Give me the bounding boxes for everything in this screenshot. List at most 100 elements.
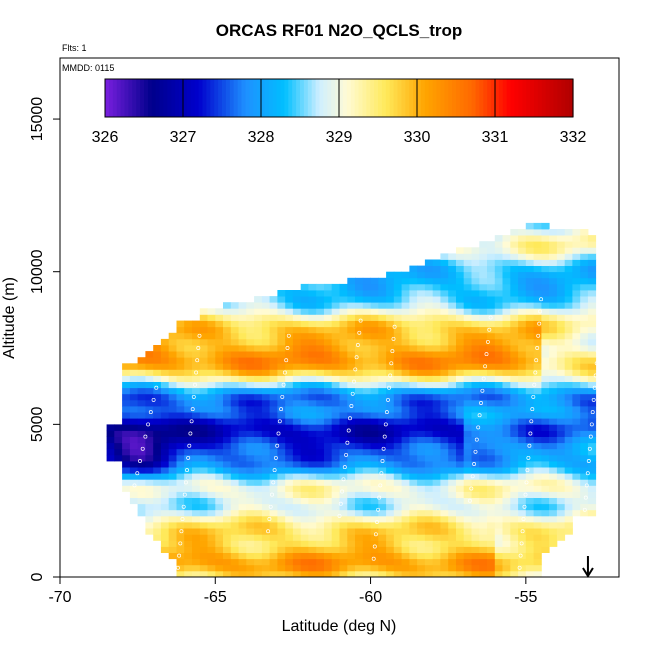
heatmap-cell <box>479 314 488 321</box>
heatmap-cell <box>409 345 418 352</box>
heatmap-cell <box>409 515 418 523</box>
heatmap-cell <box>424 491 434 498</box>
heatmap-cell <box>564 430 573 437</box>
heatmap-cell <box>347 363 356 370</box>
heatmap-cell <box>347 503 356 511</box>
heatmap-cell <box>215 406 224 413</box>
heatmap-cell <box>401 497 410 505</box>
heatmap-cell <box>254 430 263 437</box>
flight-point <box>181 504 186 509</box>
heatmap-cell <box>587 241 597 248</box>
heatmap-cell <box>556 229 566 236</box>
heatmap-cell <box>300 314 309 321</box>
heatmap-cell <box>572 326 581 334</box>
heatmap-cell <box>549 491 558 498</box>
heatmap-cell <box>339 503 348 511</box>
heatmap-cell <box>456 515 465 523</box>
heatmap-cell <box>432 497 441 505</box>
heatmap-cell <box>370 302 379 309</box>
heatmap-cell <box>556 436 566 444</box>
heatmap-cell <box>230 491 239 498</box>
heatmap-cell <box>285 369 294 376</box>
heatmap-cell <box>246 522 255 529</box>
heatmap-cell <box>572 430 581 437</box>
flight-point <box>345 440 350 445</box>
heatmap-cell <box>564 448 573 456</box>
heatmap-cell <box>114 454 123 462</box>
colorbar-swatch <box>323 79 328 117</box>
heatmap-cell <box>355 369 364 376</box>
heatmap-cell <box>487 241 496 248</box>
flight-point <box>487 327 492 332</box>
heatmap-cell <box>153 436 162 444</box>
heatmap-cell <box>355 406 364 413</box>
heatmap-cell <box>587 338 597 346</box>
heatmap-cell <box>572 296 581 303</box>
heatmap-cell <box>153 375 162 382</box>
heatmap-cell <box>525 461 534 468</box>
heatmap-cell <box>456 320 465 328</box>
heatmap-cell <box>409 558 418 566</box>
heatmap-cell <box>518 247 527 254</box>
heatmap-cell <box>510 308 519 315</box>
heatmap-cell <box>471 522 480 529</box>
heatmap-cell <box>549 265 558 273</box>
heatmap-cell <box>580 338 589 346</box>
heatmap-cell <box>355 296 364 303</box>
heatmap-cell <box>502 381 511 389</box>
heatmap-cell <box>199 375 208 382</box>
heatmap-cell <box>300 302 309 309</box>
heatmap-cell <box>456 393 465 401</box>
heatmap-cell <box>502 564 511 572</box>
heatmap-cell <box>587 387 597 395</box>
heatmap-cell <box>370 308 379 315</box>
heatmap-cell <box>541 479 550 486</box>
heatmap-cell <box>261 497 271 505</box>
flight-point <box>538 309 543 314</box>
heatmap-cell <box>230 485 239 492</box>
heatmap-cell <box>285 564 294 572</box>
heatmap-cell <box>541 430 550 437</box>
heatmap-cell <box>556 503 566 511</box>
heatmap-cell <box>269 534 278 541</box>
flight-point <box>383 422 388 427</box>
colorbar-swatch <box>136 79 141 117</box>
heatmap-cell <box>549 302 558 309</box>
heatmap-cell <box>525 363 534 370</box>
flight-point <box>600 288 605 292</box>
heatmap-cell <box>324 467 333 474</box>
colorbar-swatch <box>514 79 519 117</box>
heatmap-cell <box>223 345 232 352</box>
heatmap-cell <box>215 522 224 529</box>
heatmap-cell <box>432 522 441 529</box>
heatmap-cell <box>331 369 340 376</box>
flight-track-points <box>132 239 609 570</box>
heatmap-cell <box>292 436 302 444</box>
heatmap-cell <box>580 271 589 279</box>
heatmap-cell <box>285 503 294 511</box>
heatmap-cell <box>230 461 239 468</box>
colorbar-tick-label: 332 <box>560 129 587 146</box>
colorbar-swatch <box>218 79 223 117</box>
heatmap-cell <box>401 418 410 425</box>
heatmap-cell <box>564 302 573 309</box>
heatmap-cell <box>277 296 286 303</box>
heatmap-cell <box>246 381 255 389</box>
heatmap-cell <box>215 473 224 480</box>
heatmap-cell <box>238 357 247 364</box>
heatmap-cell <box>564 290 573 297</box>
heatmap-cell <box>292 430 302 437</box>
colorbar-swatch <box>253 79 258 117</box>
heatmap-cell <box>518 528 527 535</box>
heatmap-cell <box>324 552 333 560</box>
heatmap-cell <box>153 467 162 474</box>
heatmap-cell <box>308 570 317 578</box>
heatmap-cell <box>432 381 441 389</box>
heatmap-cell <box>292 338 302 346</box>
heatmap-cell <box>440 503 449 511</box>
heatmap-cell <box>479 247 488 254</box>
heatmap-cell <box>440 277 449 285</box>
heatmap-cell <box>300 369 309 376</box>
heatmap-cell <box>556 418 566 425</box>
heatmap-cell <box>355 393 364 401</box>
